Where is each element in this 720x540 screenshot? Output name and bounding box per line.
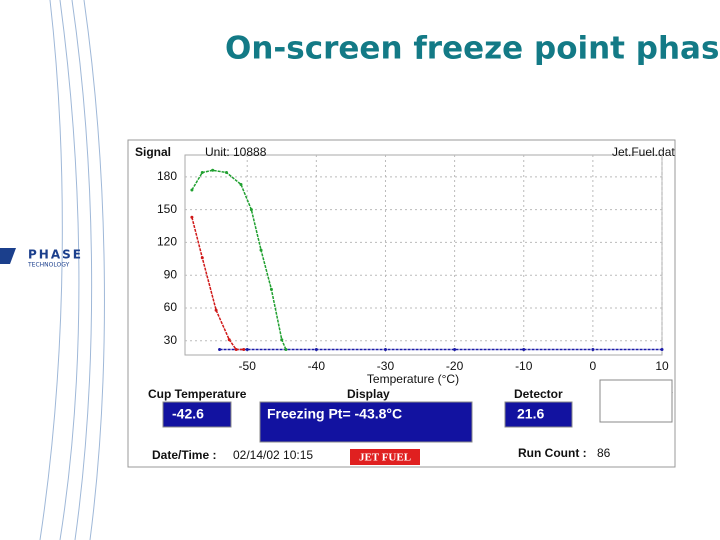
decor-curves	[39, 0, 105, 540]
data-point	[200, 170, 204, 174]
display-box	[259, 401, 473, 443]
data-point	[269, 287, 273, 291]
data-point	[249, 208, 253, 212]
x-tick-label: -10	[515, 359, 533, 373]
plot-area	[184, 154, 663, 356]
chart-title: Signal	[135, 145, 171, 159]
date-label: Date/Time :	[152, 448, 216, 462]
data-point	[239, 183, 243, 187]
product-box	[350, 449, 420, 465]
run-label: Run Count :	[518, 446, 587, 460]
cup-label: Cup Temperature	[148, 387, 247, 401]
data-point	[190, 188, 194, 192]
data-point	[383, 348, 387, 352]
file-label: Jet.Fuel.dat	[612, 145, 675, 159]
data-point	[453, 348, 457, 352]
series-line	[191, 169, 287, 350]
x-tick-label: -50	[239, 359, 257, 373]
logo-sub: TECHNOLOGY	[27, 262, 70, 269]
data-point	[591, 348, 595, 352]
data-point	[200, 256, 204, 260]
data-point	[224, 170, 228, 174]
y-tick-label: 120	[157, 235, 177, 249]
data-point	[522, 348, 526, 352]
x-tick-label: 0	[590, 359, 597, 373]
y-tick-label: 90	[164, 267, 178, 281]
display-label: Display	[347, 387, 390, 401]
slide-title: On-screen freeze point phase plo	[225, 31, 720, 67]
x-tick-label: 10	[655, 359, 669, 373]
x-axis-label: Temperature (°C)	[367, 372, 459, 386]
detector-value: 21.6	[517, 406, 544, 422]
y-tick-label: 150	[157, 202, 177, 216]
run-value: 86	[597, 446, 611, 460]
data-point	[190, 215, 194, 219]
data-point	[242, 348, 246, 352]
x-tick-label: -30	[377, 359, 395, 373]
detector-box	[504, 401, 573, 428]
y-tick-label: 30	[164, 333, 178, 347]
detector-label: Detector	[514, 387, 563, 401]
y-tick-label: 180	[157, 169, 177, 183]
y-tick-label: 60	[164, 300, 178, 314]
data-point	[218, 348, 222, 352]
unit-label: Unit: 10888	[205, 145, 267, 159]
data-point	[234, 348, 238, 352]
logo-name: PHASE	[28, 248, 83, 262]
product: JET FUEL	[359, 452, 411, 464]
cup-value: -42.6	[172, 406, 204, 422]
data-point	[211, 168, 215, 172]
data-point	[280, 338, 284, 342]
cup-box	[162, 401, 232, 428]
data-point	[259, 248, 263, 252]
data-point	[314, 348, 318, 352]
legend-box	[599, 379, 673, 423]
data-point	[227, 338, 231, 342]
data-point	[245, 348, 249, 352]
logo-mark	[0, 248, 16, 264]
x-tick-label: -20	[446, 359, 464, 373]
data-point	[214, 308, 218, 312]
data-point	[284, 348, 288, 352]
x-tick-label: -40	[308, 359, 326, 373]
data-point	[660, 348, 664, 352]
display-value: Freezing Pt= -43.8°C	[267, 406, 402, 422]
date-value: 02/14/02 10:15	[233, 448, 313, 462]
